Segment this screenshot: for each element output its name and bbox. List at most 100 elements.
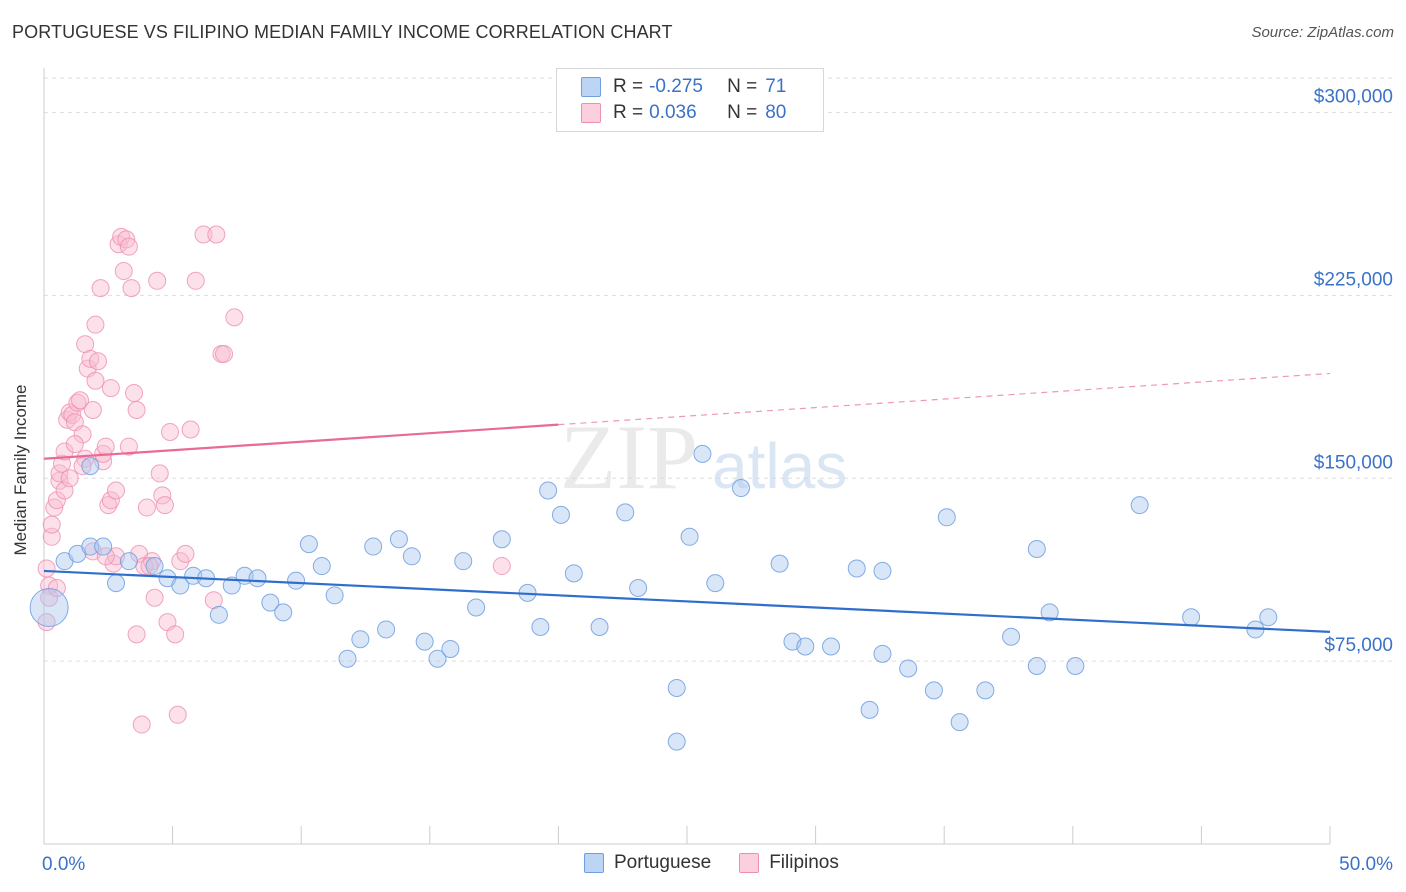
filipino-legend-label: Filipinos [769, 852, 839, 873]
portuguese-point [287, 571, 306, 590]
portuguese-point [441, 639, 460, 658]
filipino-point [168, 705, 187, 724]
portuguese-point [81, 457, 100, 476]
portuguese-point [377, 620, 396, 639]
filipino-trend-line [43, 423, 559, 460]
filipino-point [104, 554, 123, 573]
portuguese-point [248, 569, 267, 588]
filipino-swatch [581, 103, 601, 123]
portuguese-point [860, 700, 879, 719]
filipino-point [73, 457, 92, 476]
filipino-point [71, 391, 90, 410]
portuguese-point [590, 618, 609, 637]
filipino-point [68, 393, 87, 412]
filipino-point [114, 262, 133, 281]
watermark-atlas: atlas [712, 430, 847, 502]
filipino-point [122, 279, 141, 298]
filipino-trend-extension [558, 372, 1331, 426]
filipino-point [55, 481, 74, 500]
portuguese-point [732, 479, 751, 498]
tick-labels: $75,000 $150,000 $225,000 $300,000 0.0% 50.0% [42, 87, 1393, 875]
legend-item-filipino: Filipinos [739, 852, 839, 874]
filipino-point [101, 379, 120, 398]
series-legend: Portuguese Filipinos [584, 852, 867, 874]
filipino-point [492, 557, 511, 576]
portuguese-point [364, 537, 383, 556]
filipino-point [42, 515, 61, 534]
filipino-point [45, 498, 64, 517]
portuguese-point [1040, 603, 1059, 622]
portuguese-point [402, 547, 421, 566]
portuguese-point [564, 564, 583, 583]
filipino-point [37, 559, 56, 578]
filipino-point [127, 401, 146, 420]
portuguese-point [822, 637, 841, 656]
filipino-point [125, 383, 144, 402]
filipino-point [63, 405, 82, 424]
y-tick-label: $225,000 [1314, 269, 1393, 290]
watermark-zip: ZIP [560, 406, 698, 508]
portuguese-swatch [581, 77, 601, 97]
correlation-legend: R = -0.275 N = 71 R = 0.036 N = 80 [556, 68, 824, 132]
portuguese-point [107, 574, 126, 593]
filipino-point [140, 557, 159, 576]
legend-row-filipino: R = 0.036 N = 80 [581, 101, 786, 125]
filipino-point [91, 279, 110, 298]
portuguese-point [796, 637, 815, 656]
watermark: ZIP atlas [560, 406, 847, 508]
portuguese-point [325, 586, 344, 605]
filipino-point [186, 271, 205, 290]
filipino-point [225, 308, 244, 327]
portuguese-point [680, 527, 699, 546]
y-axis-label: Median Family Income [6, 384, 36, 555]
filipino-point [86, 371, 105, 390]
filipino-point [194, 225, 213, 244]
filipino-point [161, 422, 180, 441]
portuguese-point [338, 649, 357, 668]
filipino-point [73, 425, 92, 444]
portuguese-points [29, 444, 1278, 751]
portuguese-point [873, 644, 892, 663]
portuguese-point [312, 557, 331, 576]
filipino-point [40, 588, 59, 607]
portuguese-point [629, 579, 648, 597]
portuguese-point [667, 678, 686, 697]
portuguese-point [145, 557, 164, 576]
portuguese-point [209, 605, 228, 624]
filipino-point [215, 344, 234, 363]
portuguese-point [899, 659, 918, 678]
filipino-point [83, 401, 102, 420]
filipino-point [60, 469, 79, 488]
trend-lines [43, 372, 1331, 633]
portuguese-point [467, 598, 486, 617]
portuguese-point [1259, 608, 1278, 627]
legend-r-label: R = [613, 76, 644, 97]
portuguese-point [667, 732, 686, 751]
filipino-point [96, 437, 115, 456]
portuguese-point [299, 535, 318, 554]
portuguese-point [274, 603, 293, 622]
portuguese-point [976, 681, 995, 700]
filipino-point [166, 625, 185, 644]
portuguese-point [847, 559, 866, 578]
filipino-point [65, 435, 84, 454]
filipino-point [132, 715, 151, 734]
portuguese-point [261, 593, 280, 612]
portuguese-point [531, 618, 550, 637]
portuguese-point [539, 481, 558, 500]
filipino-point [150, 464, 169, 483]
portuguese-trend-line [43, 569, 1331, 633]
portuguese-point [924, 681, 943, 700]
filipino-point [155, 496, 174, 515]
y-tick-label: $300,000 [1314, 87, 1393, 108]
portuguese-point [119, 552, 138, 571]
filipino-point [117, 230, 136, 249]
filipino-point [119, 237, 138, 256]
filipino-point [137, 498, 156, 517]
chart-title: PORTUGUESE VS FILIPINO MEDIAN FAMILY INC… [12, 22, 673, 42]
portuguese-point [1027, 539, 1046, 558]
filipino-point [143, 552, 162, 571]
axes [43, 68, 1331, 845]
y-tick-label: $150,000 [1314, 452, 1393, 473]
legend-n-value: 71 [765, 76, 787, 97]
